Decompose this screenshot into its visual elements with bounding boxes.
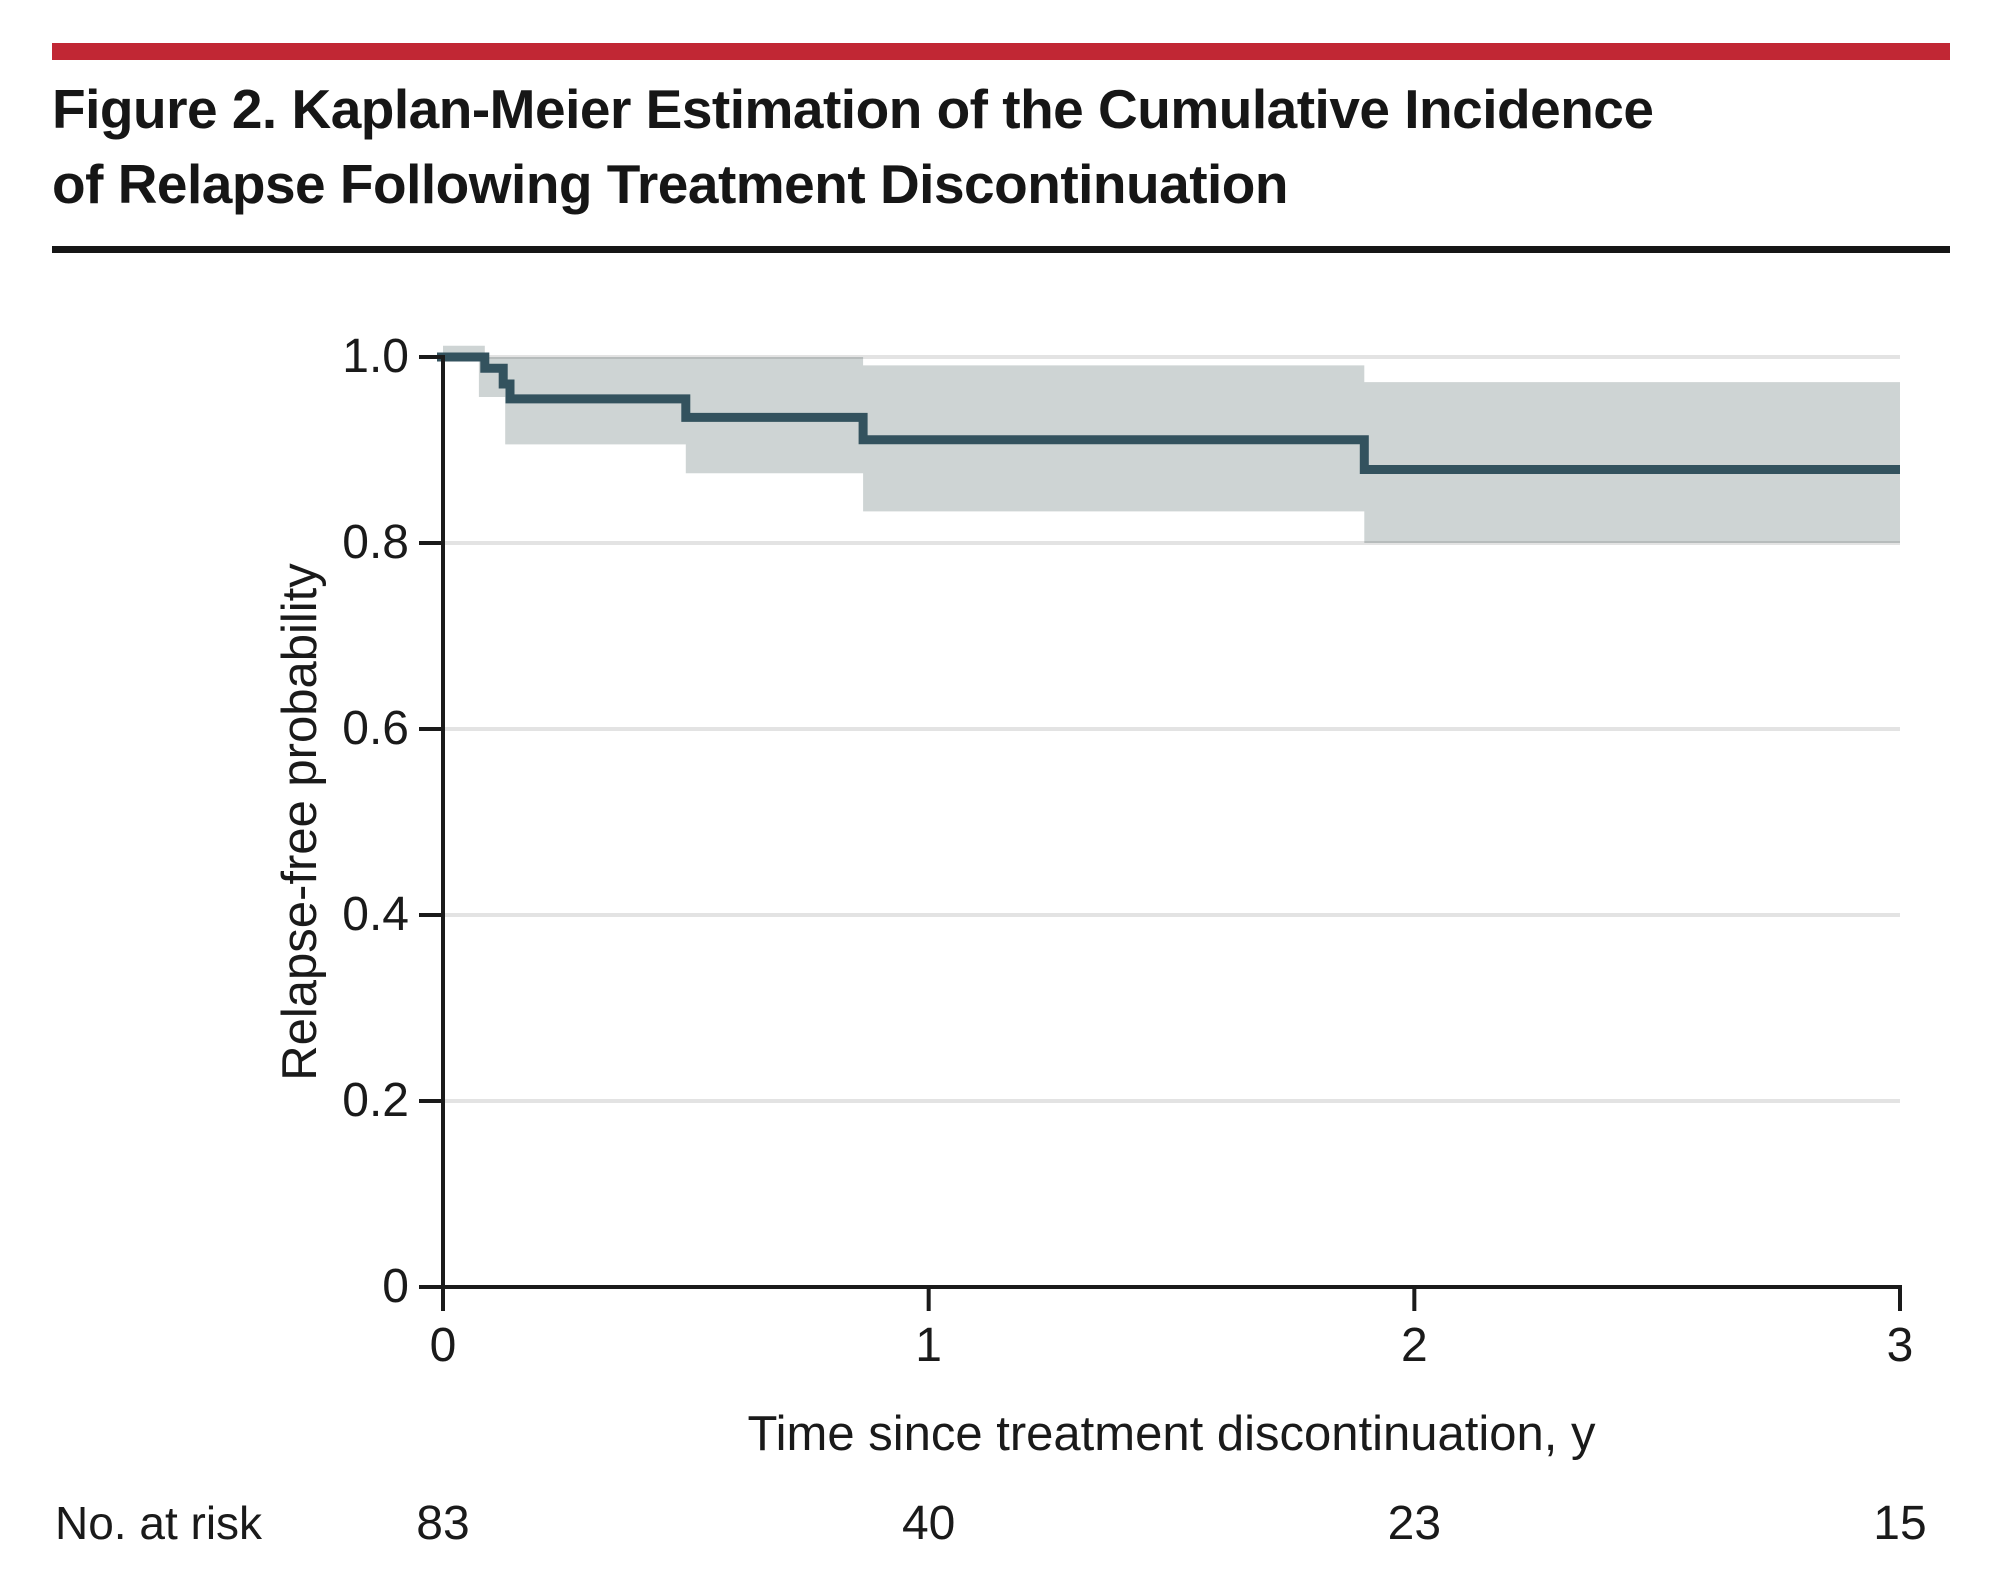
y-tick-label: 0 xyxy=(382,1260,409,1313)
y-tick-label: 0.6 xyxy=(342,702,409,755)
gridlines xyxy=(443,355,1900,1103)
at-risk-count: 40 xyxy=(901,1497,956,1550)
y-tick-label: 0.2 xyxy=(342,1074,409,1127)
at-risk-count: 23 xyxy=(1387,1497,1442,1550)
x-tick-label: 2 xyxy=(1400,1319,1428,1372)
at-risk-label: No. at risk xyxy=(55,1497,263,1549)
figure-title-line2: of Relapse Following Treatment Discontin… xyxy=(52,153,1288,215)
figure-title-line1: Figure 2. Kaplan-Meier Estimation of the… xyxy=(52,78,1654,140)
x-tick-label: 0 xyxy=(429,1319,457,1372)
y-tick-label: 1.0 xyxy=(342,330,409,383)
x-axis-title: Time since treatment discontinuation, y xyxy=(747,1407,1596,1461)
axes xyxy=(441,355,1902,1289)
y-axis-title: Relapse-free probability xyxy=(273,563,327,1081)
accent-bar xyxy=(52,43,1950,60)
title-rule xyxy=(52,246,1950,253)
at-risk-count: 15 xyxy=(1873,1497,1927,1550)
y-tick-label: 0.8 xyxy=(342,516,409,569)
tick-marks xyxy=(419,355,1902,1311)
y-tick-label: 0.4 xyxy=(342,888,409,941)
at-risk-count: 83 xyxy=(416,1497,470,1550)
x-tick-label: 3 xyxy=(1886,1319,1914,1372)
x-tick-label: 1 xyxy=(915,1319,942,1372)
survival-step-line xyxy=(437,352,1900,474)
figure-title: Figure 2. Kaplan-Meier Estimation of the… xyxy=(52,72,1852,222)
confidence-band xyxy=(443,345,1900,543)
